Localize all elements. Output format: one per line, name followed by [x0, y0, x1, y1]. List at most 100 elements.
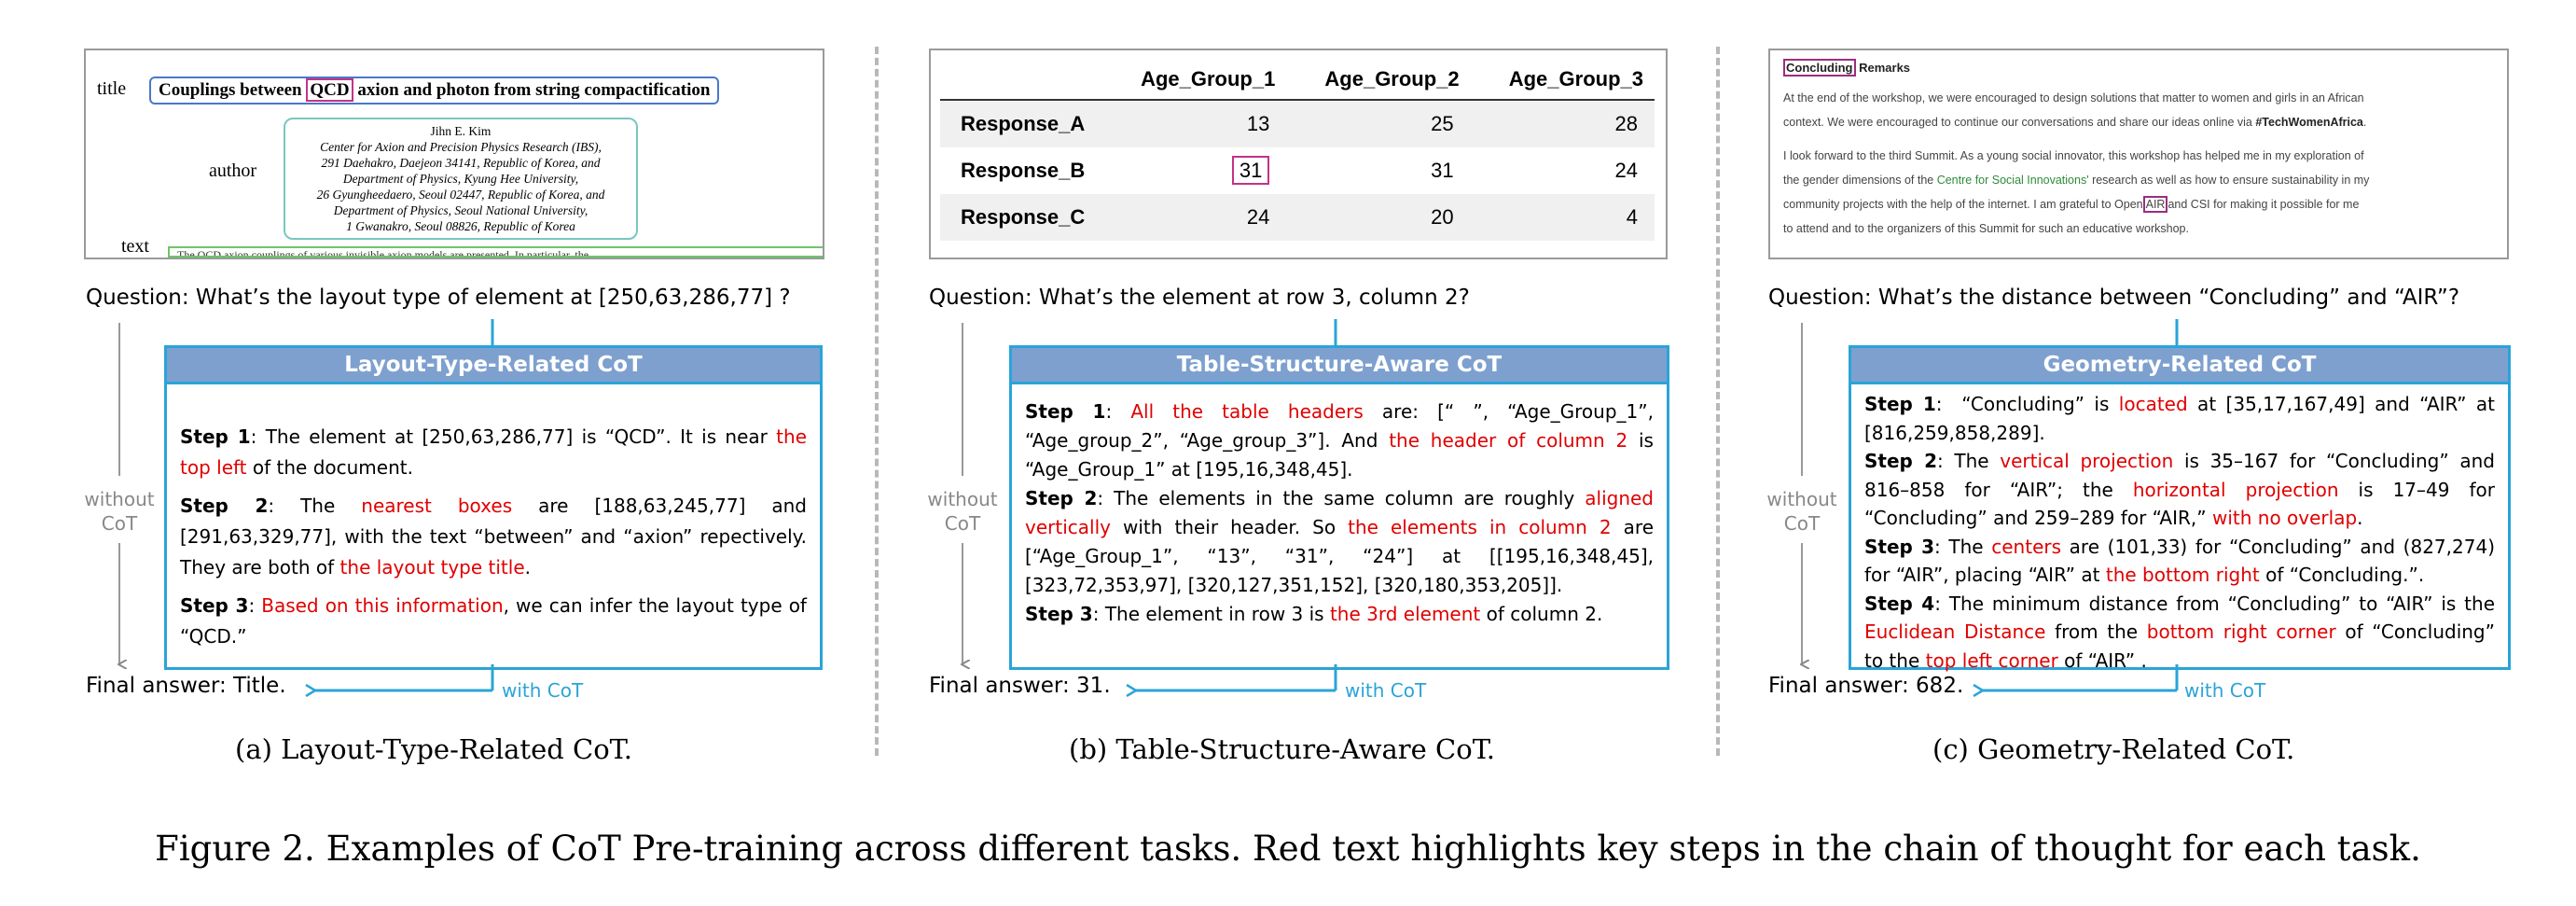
- table-row: Response_B 31 31 24: [940, 147, 1655, 194]
- cell-highlight-box: 31: [1231, 156, 1270, 185]
- title-text-pre: Couplings between: [159, 80, 307, 100]
- cot-step-3: Step 3: The element in row 3 is the 3rd …: [1025, 603, 1603, 625]
- panel-b-table-thumbnail: Age_Group_1 Age_Group_2 Age_Group_3 Resp…: [929, 49, 1668, 259]
- qcd-highlight-box: QCD: [306, 78, 353, 102]
- table-row-header: Response_A: [940, 100, 1102, 147]
- without-text: without: [84, 488, 155, 510]
- title-text-post: axion and photon from string compactific…: [353, 80, 711, 100]
- panel-b-cot-title: Table-Structure-Aware CoT: [1012, 348, 1667, 384]
- panel-b-question: Question: What’s the element at row 3, c…: [929, 286, 1470, 310]
- title-box: Couplings between QCD axion and photon f…: [149, 77, 720, 105]
- doc-paragraph-line: context. We were encouraged to continue …: [1783, 110, 2501, 134]
- doc-text: community projects with the help of the …: [1783, 198, 2143, 211]
- panel-separator-1: [875, 47, 879, 756]
- author-box: Jihn E. Kim Center for Axion and Precisi…: [284, 118, 638, 240]
- author-affiliation-line: 1 Gwanakro, Seoul 08826, Republic of Kor…: [346, 219, 575, 233]
- cot-step-1: Step 1: “Concluding” is located at [35,1…: [1864, 393, 2495, 444]
- panel-a-cot-title: Layout-Type-Related CoT: [167, 348, 820, 384]
- panel-b-without-cot-label: without CoT: [918, 487, 1007, 536]
- table-column-header: Age_Group_1: [1102, 60, 1287, 101]
- doc-text: At the end of the workshop, we were enco…: [1783, 91, 2364, 105]
- table-cell: 4: [1470, 194, 1655, 241]
- table-cell: 24: [1614, 159, 1638, 182]
- cot-text: CoT: [101, 512, 138, 535]
- doc-paragraph-line: the gender dimensions of the Centre for …: [1783, 168, 2501, 192]
- table-column-header: Age_Group_2: [1286, 60, 1471, 101]
- panel-c-with-cot-label: with CoT: [2184, 679, 2266, 702]
- panel-c-document-text: Concluding Remarks At the end of the wor…: [1783, 56, 2501, 241]
- panel-b-cot-box: Table-Structure-Aware CoT Step 1: All th…: [1009, 345, 1669, 670]
- doc-text: to attend and to the organizers of this …: [1783, 222, 2189, 235]
- doc-text: and CSI for making it possible for me: [2167, 198, 2360, 211]
- cot-step-3: Step 3: The centers are (101,33) for “Co…: [1864, 535, 2495, 587]
- panel-a-document-thumbnail: title Couplings between QCD axion and ph…: [84, 49, 824, 259]
- doc-paragraph-line: I look forward to the third Summit. As a…: [1783, 144, 2501, 168]
- air-highlight-box: AIR: [2142, 196, 2168, 213]
- table-header-row: Age_Group_1 Age_Group_2 Age_Group_3: [940, 60, 1655, 101]
- heading-rest: Remarks: [1855, 61, 1911, 75]
- panel-c-caption: (c) Geometry-Related CoT.: [1932, 733, 2295, 765]
- table-row: Response_A 13 25 28: [940, 100, 1655, 147]
- table-cell: 24: [1102, 194, 1287, 241]
- panel-b-cot-body: Step 1: All the table headers are: [“ ”,…: [1012, 384, 1667, 646]
- author-affiliation-line: Department of Physics, Kyung Hee Univers…: [342, 172, 579, 186]
- panel-a-cot-body: Step 1: The element at [250,63,286,77] i…: [167, 384, 820, 669]
- panel-a-question: Question: What’s the layout type of elem…: [86, 286, 791, 310]
- doc-paragraph-line: community projects with the help of the …: [1783, 192, 2501, 216]
- table-cell-highlighted: 31: [1102, 147, 1286, 194]
- table-cell: 31: [1431, 159, 1454, 182]
- doc-text: .: [2362, 116, 2367, 129]
- title-label: title: [97, 78, 127, 99]
- panel-c-question: Question: What’s the distance between “C…: [1768, 286, 2460, 310]
- panel-b-with-cot-label: with CoT: [1345, 679, 1427, 702]
- doc-paragraph-line: At the end of the workshop, we were enco…: [1783, 86, 2501, 110]
- doc-paragraph-line: to attend and to the organizers of this …: [1783, 216, 2501, 241]
- concluding-highlight-box: Concluding: [1783, 59, 1856, 77]
- doc-text: I look forward to the third Summit. As a…: [1783, 149, 2364, 162]
- panel-c-final-answer: Final answer: 682.: [1768, 674, 1964, 698]
- cot-step-4: Step 4: The minimum distance from “Concl…: [1864, 592, 2496, 672]
- table-corner-cell: [940, 60, 1102, 101]
- text-label: text: [121, 236, 149, 257]
- panel-c-document-thumbnail: Concluding Remarks At the end of the wor…: [1768, 49, 2509, 259]
- cot-text: CoT: [1783, 512, 1821, 535]
- panel-b-caption: (b) Table-Structure-Aware CoT.: [1069, 733, 1495, 765]
- data-table: Age_Group_1 Age_Group_2 Age_Group_3 Resp…: [940, 60, 1655, 241]
- cot-step-1: Step 1: All the table headers are: [“ ”,…: [1025, 400, 1654, 481]
- author-affiliation-line: Center for Axion and Precision Physics R…: [320, 140, 602, 154]
- cot-step-3: Step 3: Based on this information, we ca…: [180, 594, 807, 648]
- doc-link[interactable]: Centre for Social Innovations': [1936, 174, 2089, 187]
- author-label: author: [209, 160, 257, 181]
- figure-caption: Figure 2. Examples of CoT Pre-training a…: [155, 829, 2421, 869]
- doc-text: the gender dimensions of the: [1783, 174, 1937, 187]
- panel-c-without-cot-label: without CoT: [1757, 487, 1847, 536]
- hashtag: #TechWomenAfrica: [2255, 116, 2363, 129]
- without-text: without: [927, 488, 998, 510]
- panel-b-final-answer: Final answer: 31.: [929, 674, 1111, 698]
- author-affiliation-line: 291 Daehakro, Daejeon 34141, Republic of…: [321, 156, 601, 170]
- panel-separator-2: [1716, 47, 1720, 756]
- panel-a-without-cot-label: without CoT: [75, 487, 164, 536]
- author-affiliation-line: Department of Physics, Seoul National Un…: [333, 203, 589, 217]
- cot-step-2: Step 2: The elements in the same column …: [1025, 487, 1654, 596]
- table-row: Response_C 24 20 4: [940, 194, 1655, 241]
- doc-text: research as well as how to ensure sustai…: [2088, 174, 2370, 187]
- panel-a-with-cot-label: with CoT: [502, 679, 584, 702]
- doc-text: context. We were encouraged to continue …: [1783, 116, 2256, 129]
- cot-step-1: Step 1: The element at [250,63,286,77] i…: [180, 425, 807, 479]
- cot-step-2: Step 2: The vertical projection is 35–16…: [1864, 450, 2495, 529]
- author-name: Jihn E. Kim: [430, 124, 492, 138]
- table-cell: 20: [1286, 194, 1471, 241]
- panel-a-caption: (a) Layout-Type-Related CoT.: [235, 733, 632, 765]
- doc-heading: Concluding Remarks: [1783, 56, 2501, 80]
- cot-step-2: Step 2: The nearest boxes are [188,63,24…: [180, 495, 807, 578]
- table-cell: 28: [1470, 100, 1655, 147]
- table-column-header: Age_Group_3: [1470, 60, 1655, 101]
- table-cell: 13: [1102, 100, 1287, 147]
- panel-c-cot-body: Step 1: “Concluding” is located at [35,1…: [1851, 384, 2508, 675]
- panel-a-cot-box: Layout-Type-Related CoT Step 1: The elem…: [164, 345, 823, 670]
- table-row-header: Response_C: [940, 194, 1102, 241]
- text-box: The QCD axion couplings of various invis…: [168, 246, 823, 258]
- panel-c-cot-title: Geometry-Related CoT: [1851, 348, 2508, 384]
- author-affiliation-line: 26 Gyungheedaero, Seoul 02447, Republic …: [316, 188, 605, 202]
